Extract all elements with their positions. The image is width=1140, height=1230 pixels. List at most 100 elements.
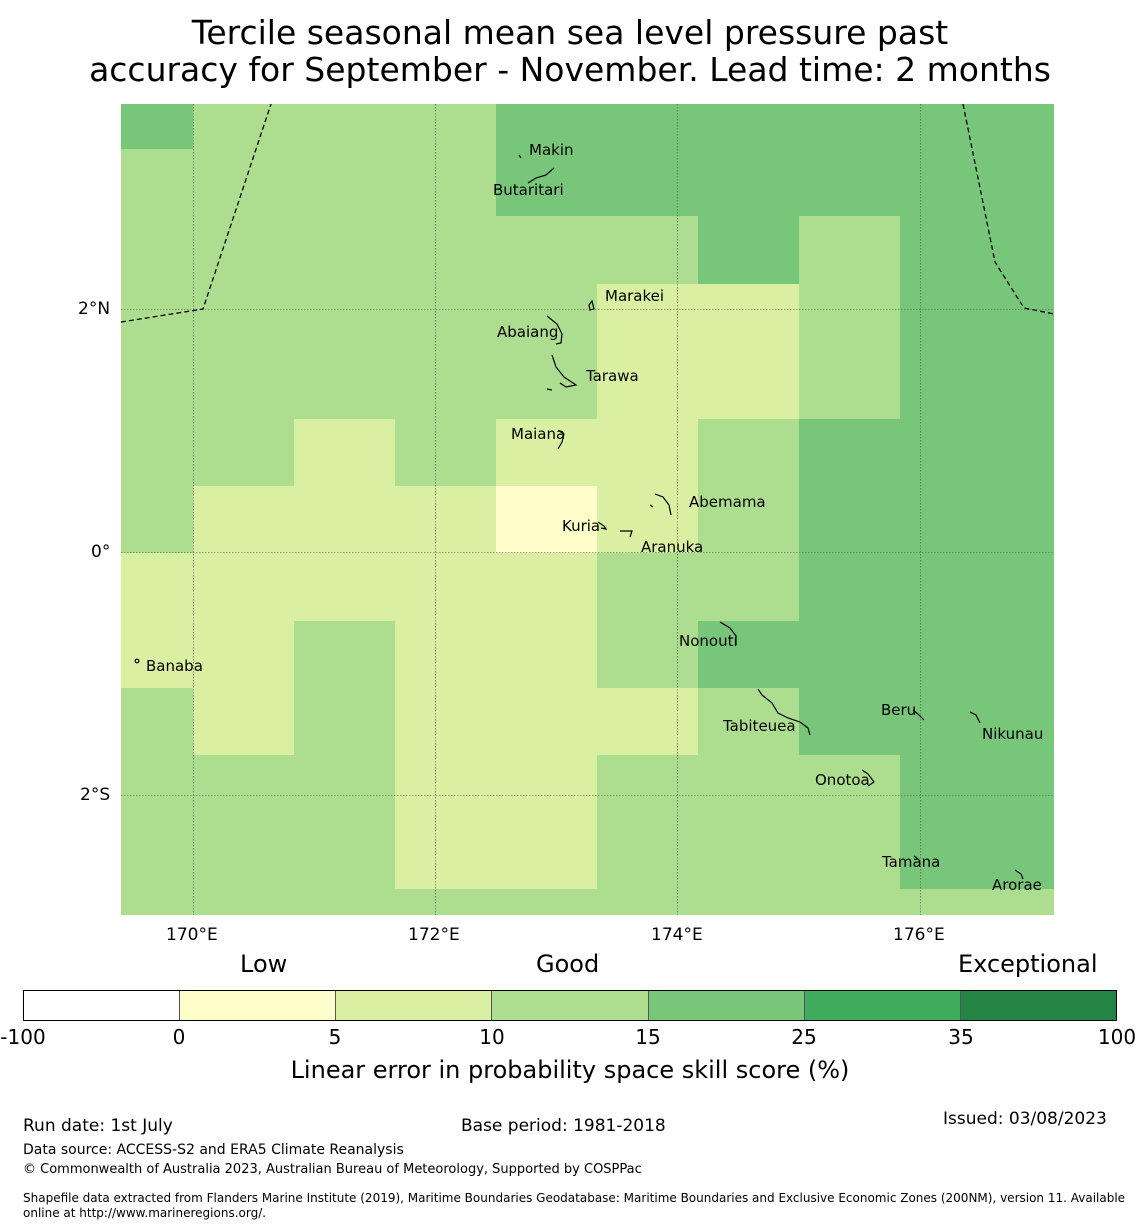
label-nikunau: Nikunau	[982, 725, 1044, 743]
skill-cell	[294, 351, 395, 419]
skill-cell	[698, 486, 799, 553]
island-outlines	[134, 154, 1024, 880]
label-abaiang: Abaiang	[497, 323, 559, 341]
label-tamana: Tamana	[882, 853, 941, 871]
skill-cell	[698, 351, 799, 419]
colorbar-swatch	[335, 991, 492, 1020]
colorbar-swatch	[803, 991, 960, 1020]
skill-cell	[900, 486, 1054, 553]
skill-cell	[294, 889, 395, 915]
colorbar	[23, 990, 1117, 1021]
shapefile-credit-line-2: online at http://www.marineregions.org/.	[23, 1206, 267, 1220]
map-title-line-2: accuracy for September - November. Lead …	[89, 50, 1051, 89]
label-onotoa: Onotoa	[815, 771, 870, 789]
skill-cell	[698, 216, 799, 284]
colorbar-swatch	[959, 991, 1116, 1020]
skill-cell	[193, 284, 294, 351]
label-banaba: Banaba	[146, 657, 203, 675]
skill-cell	[799, 284, 900, 351]
graticule	[121, 104, 1054, 915]
skill-cell	[294, 149, 395, 216]
skill-cell	[121, 553, 193, 621]
skill-cell	[900, 351, 1054, 419]
skill-cell	[294, 621, 395, 688]
skill-cell	[193, 351, 294, 419]
colorbar-tick: -100	[0, 1025, 46, 1049]
skill-cell	[294, 284, 395, 351]
skill-cell	[698, 149, 799, 216]
skill-cell	[395, 889, 496, 915]
colorbar-swatch	[491, 991, 648, 1020]
skill-cell	[121, 822, 193, 889]
skill-cell	[799, 486, 900, 553]
skill-cell	[900, 553, 1054, 621]
skill-cell	[900, 419, 1054, 486]
skill-cell	[597, 553, 698, 621]
skill-cell	[496, 688, 597, 755]
skill-cell	[193, 419, 294, 486]
skill-cell	[597, 822, 698, 889]
skill-cell	[799, 688, 900, 755]
data-source: Data source: ACCESS-S2 and ERA5 Climate …	[23, 1142, 404, 1158]
skill-cell	[121, 419, 193, 486]
eez-boundary	[120, 103, 1055, 323]
skill-cell	[121, 149, 193, 216]
skill-cell	[121, 216, 193, 284]
skill-cell	[193, 822, 294, 889]
colorbar-good-label: Good	[536, 950, 600, 978]
skill-cell	[496, 755, 597, 822]
label-arorae: Arorae	[992, 876, 1042, 894]
skill-cell	[900, 621, 1054, 688]
copyright: © Commonwealth of Australia 2023, Austra…	[23, 1162, 642, 1177]
skill-cell	[900, 216, 1054, 284]
skill-cell	[193, 755, 294, 822]
label-butaritari: Butaritari	[493, 181, 564, 199]
skill-cell	[496, 553, 597, 621]
skill-cell	[496, 822, 597, 889]
skill-cell	[496, 216, 597, 284]
x-tick-label: 170°E	[166, 925, 218, 945]
skill-cell	[395, 351, 496, 419]
colorbar-tick: 35	[948, 1025, 974, 1049]
skill-cell	[395, 104, 496, 149]
colorbar-tick: 10	[479, 1025, 505, 1049]
skill-cell	[193, 216, 294, 284]
map-title-line-1: Tercile seasonal mean sea level pressure…	[191, 13, 949, 52]
skill-cell	[294, 104, 395, 149]
skill-cell	[496, 889, 597, 915]
label-makin: Makin	[529, 141, 574, 159]
y-tick-label: 0°	[91, 542, 111, 562]
skill-map	[120, 103, 1055, 915]
skill-cell	[900, 889, 1054, 915]
skill-cell	[294, 822, 395, 889]
skill-cell	[395, 486, 496, 553]
skill-cell	[395, 822, 496, 889]
label-aranuka: Aranuka	[641, 538, 704, 556]
skill-cell	[698, 755, 799, 822]
skill-cell	[121, 621, 193, 688]
skill-cell	[121, 755, 193, 822]
y-tick-label: 2°S	[80, 785, 111, 805]
skill-cell	[698, 553, 799, 621]
skill-cell	[799, 755, 900, 822]
label-beru: Beru	[881, 701, 917, 719]
skill-cell	[193, 553, 294, 621]
skill-cell	[121, 104, 193, 149]
skill-cell	[698, 621, 799, 688]
skill-cell	[193, 688, 294, 755]
skill-cell	[121, 486, 193, 553]
colorbar-tick: 100	[1097, 1025, 1137, 1049]
colorbar-swatch	[179, 991, 336, 1020]
skill-cell	[597, 688, 698, 755]
skill-cell	[799, 889, 900, 915]
skill-cell	[900, 688, 1054, 755]
skill-cell	[395, 216, 496, 284]
skill-cell	[395, 149, 496, 216]
label-kuria: Kuria	[562, 517, 601, 535]
skill-cell	[597, 351, 698, 419]
skill-cell	[496, 284, 597, 351]
skill-cell	[193, 889, 294, 915]
colorbar-tick: 15	[635, 1025, 661, 1049]
skill-cell	[698, 822, 799, 889]
skill-cell	[193, 104, 294, 149]
